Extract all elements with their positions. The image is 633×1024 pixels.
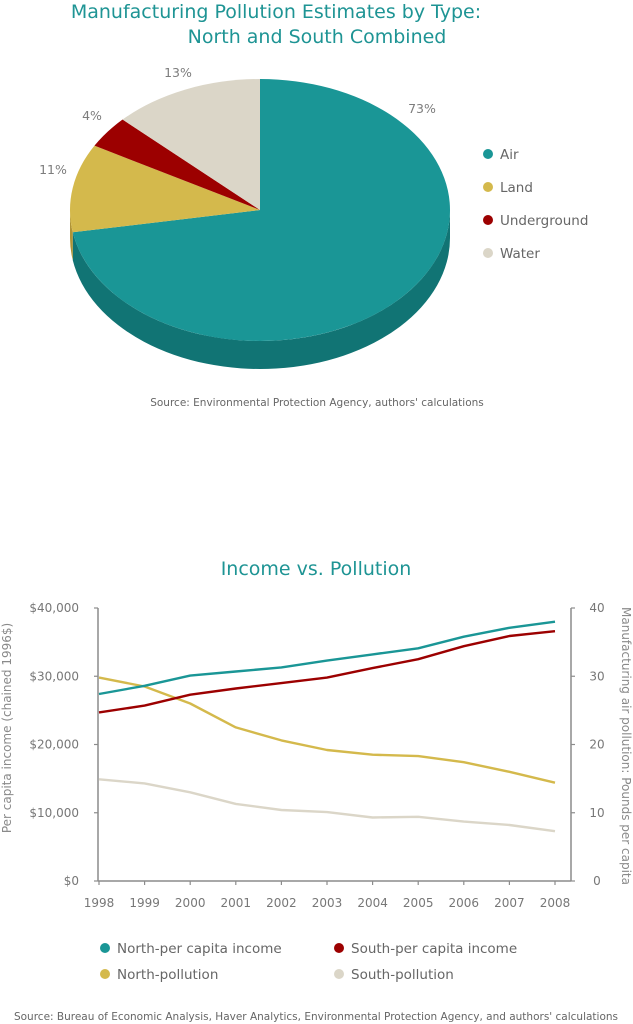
pie-slice-land — [70, 145, 260, 233]
x-tick-label: 1999 — [129, 896, 160, 910]
x-tick-label: 2007 — [494, 896, 525, 910]
left-tick-label: $30,000 — [29, 669, 79, 683]
legend-swatch-water — [483, 248, 493, 258]
line-chart-title: Income vs. Pollution — [221, 558, 412, 580]
right-tick-label: 40 — [589, 601, 604, 615]
line-legend-label: North-per capita income — [117, 941, 282, 957]
right-tick-label: 30 — [589, 669, 604, 683]
pie-label-underground: 4% — [82, 108, 102, 123]
pie-value-labels: 73% 11% 4% 13% — [39, 65, 436, 177]
right-tick-label: 10 — [589, 806, 604, 820]
x-tick-label: 2006 — [449, 896, 480, 910]
x-tick-label: 2002 — [266, 896, 297, 910]
line-legend-label: South-pollution — [351, 967, 454, 983]
left-axis-label: Per capita income (chained 1996$) — [0, 623, 14, 833]
left-tick-label: $10,000 — [29, 806, 79, 820]
pie-chart: Manufacturing Pollution Estimates by Typ… — [39, 1, 588, 409]
left-tick-label: $40,000 — [29, 601, 79, 615]
legend-label-air: Air — [500, 147, 519, 163]
x-tick-label: 2008 — [540, 896, 571, 910]
legend-swatch-land — [483, 182, 493, 192]
line-legend-swatch — [100, 943, 110, 953]
x-tick-label: 2001 — [221, 896, 252, 910]
line-source-note: Source: Bureau of Economic Analysis, Hav… — [14, 1011, 618, 1023]
series-line-south-per-capita-income — [98, 630, 556, 714]
line-chart-axes: $0 $10,000 $20,000 $30,000 $40,000 0 10 20 30 40 1… — [29, 601, 604, 910]
line-legend-swatch — [334, 943, 344, 953]
pie-slice-water — [122, 79, 260, 210]
pie-title-line-2: North and South Combined — [188, 26, 447, 48]
left-tick-label: $0 — [64, 874, 79, 888]
x-tick-label: 2003 — [312, 896, 343, 910]
line-legend: North-per capita income South-per capita … — [100, 941, 517, 983]
pie-side-air — [72, 210, 450, 369]
legend-label-land: Land — [500, 180, 533, 196]
x-tick-label: 2000 — [175, 896, 206, 910]
legend-swatch-underground — [483, 215, 493, 225]
series-line-north-pollution — [98, 676, 556, 784]
legend-swatch-air — [483, 149, 493, 159]
x-tick-label: 2005 — [403, 896, 434, 910]
left-tick-label: $20,000 — [29, 738, 79, 752]
line-legend-swatch — [334, 969, 344, 979]
right-tick-label: 20 — [589, 738, 604, 752]
legend-label-underground: Underground — [500, 213, 588, 229]
pie-label-air: 73% — [408, 101, 436, 116]
pie-slice-underground — [94, 119, 260, 210]
pie-label-land: 11% — [39, 162, 67, 177]
pie-source-note: Source: Environmental Protection Agency,… — [150, 397, 484, 409]
legend-label-water: Water — [500, 246, 540, 262]
pie-side-land — [70, 210, 73, 261]
line-chart: Income vs. Pollution Per capita income (… — [0, 558, 633, 1023]
line-legend-label: South-per capita income — [351, 941, 517, 957]
x-tick-label: 1998 — [84, 896, 115, 910]
pie-title-line-1: Manufacturing Pollution Estimates by Typ… — [71, 1, 481, 23]
pie-slice-air — [72, 79, 450, 341]
right-tick-label: 0 — [593, 874, 601, 888]
line-legend-swatch — [100, 969, 110, 979]
pie-legend: Air Land Underground Water — [483, 147, 588, 262]
series-line-north-per-capita-income — [98, 620, 556, 696]
pie-3d-sides — [70, 210, 450, 369]
pie-slices — [70, 79, 450, 341]
series-line-south-pollution — [98, 778, 556, 833]
x-tick-label: 2004 — [357, 896, 388, 910]
pie-label-water: 13% — [164, 65, 192, 80]
line-series — [98, 620, 556, 833]
line-legend-label: North-pollution — [117, 967, 218, 983]
right-axis-label: Manufacturing air pollution: Pounds per … — [619, 607, 633, 885]
